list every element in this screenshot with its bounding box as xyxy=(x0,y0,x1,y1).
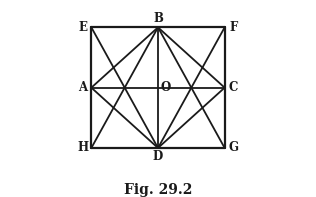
Text: A: A xyxy=(78,81,87,94)
Text: E: E xyxy=(78,21,87,34)
Text: O: O xyxy=(160,81,170,94)
Text: B: B xyxy=(153,12,163,25)
Text: C: C xyxy=(229,81,238,94)
Text: Fig. 29.2: Fig. 29.2 xyxy=(124,183,192,197)
Text: G: G xyxy=(228,141,238,154)
Text: F: F xyxy=(229,21,238,34)
Text: H: H xyxy=(77,141,88,154)
Text: D: D xyxy=(153,150,163,163)
